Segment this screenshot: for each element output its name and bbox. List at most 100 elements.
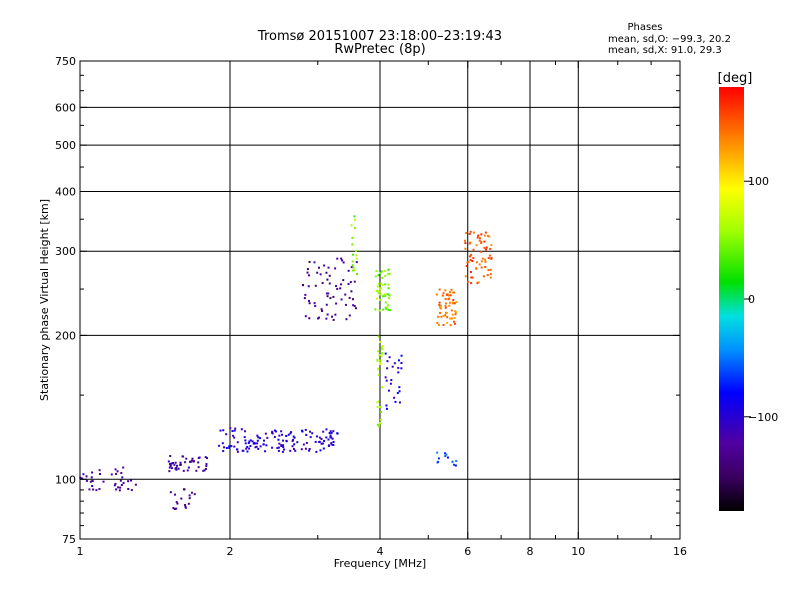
data-point — [320, 308, 323, 311]
data-point — [344, 293, 347, 296]
data-point — [386, 273, 389, 276]
data-point — [454, 313, 457, 316]
data-point — [246, 445, 249, 448]
data-point — [233, 445, 236, 448]
data-point — [331, 315, 334, 318]
data-point — [326, 295, 329, 298]
data-point — [347, 282, 350, 285]
data-point — [329, 430, 332, 433]
data-point — [179, 461, 182, 464]
data-point — [240, 428, 243, 431]
data-point — [292, 447, 295, 450]
data-point — [380, 355, 383, 358]
data-point — [313, 302, 316, 305]
data-point — [243, 436, 246, 439]
data-point — [283, 448, 286, 451]
chart-title: Tromsø 20151007 23:18:00–23:19:43 — [257, 29, 502, 44]
data-point — [442, 292, 445, 295]
data-point — [375, 269, 378, 272]
data-point — [377, 373, 380, 376]
legend-line-o: mean, sd,O: −99.3, 20.2 — [608, 34, 731, 45]
y-tick-label: 75 — [62, 533, 76, 546]
data-point — [472, 257, 475, 260]
data-point — [186, 469, 189, 472]
y-tick-label: 400 — [55, 185, 76, 198]
data-point — [440, 315, 443, 318]
data-point — [95, 489, 98, 492]
data-point — [377, 400, 380, 403]
data-point — [384, 306, 387, 309]
data-point — [118, 489, 121, 492]
data-point — [222, 429, 225, 432]
data-point — [355, 254, 358, 257]
data-point — [379, 271, 382, 274]
data-point — [170, 462, 173, 465]
data-point — [308, 260, 311, 263]
data-point — [469, 255, 472, 258]
data-point — [248, 440, 251, 443]
data-point — [292, 435, 295, 438]
data-point — [484, 231, 487, 234]
data-point — [478, 239, 481, 242]
y-tick-labels: 75 100 200 300 400 500 600 750 — [55, 55, 76, 546]
data-point — [323, 264, 326, 267]
data-points — [79, 215, 493, 510]
data-point — [289, 432, 292, 435]
data-point — [230, 445, 233, 448]
data-point — [449, 317, 452, 320]
data-point — [332, 295, 335, 298]
data-point — [293, 436, 296, 439]
data-point — [328, 282, 331, 285]
data-point — [175, 501, 178, 504]
data-point — [480, 266, 483, 269]
data-point — [490, 257, 493, 260]
data-point — [231, 430, 234, 433]
data-point — [439, 311, 442, 314]
data-point — [465, 264, 468, 267]
y-tick-label: 600 — [55, 101, 76, 114]
data-point — [453, 316, 456, 319]
x-tick-label: 16 — [673, 545, 687, 558]
data-point — [314, 284, 317, 287]
data-point — [482, 275, 485, 278]
data-point — [174, 461, 177, 464]
data-point — [486, 274, 489, 277]
data-point — [437, 460, 440, 463]
data-point — [313, 261, 316, 264]
data-point — [466, 281, 469, 284]
data-point — [188, 494, 191, 497]
data-point — [305, 433, 308, 436]
data-point — [117, 486, 120, 489]
data-point — [377, 350, 380, 353]
data-point — [480, 260, 483, 263]
data-point — [377, 425, 380, 428]
data-point — [116, 470, 119, 473]
data-point — [315, 450, 318, 453]
data-point — [314, 304, 317, 307]
data-point — [172, 507, 175, 510]
data-point — [483, 246, 486, 249]
data-point — [265, 444, 268, 447]
data-point — [330, 443, 333, 446]
data-point — [306, 268, 309, 271]
data-point — [251, 440, 254, 443]
data-point — [308, 448, 311, 451]
data-point — [446, 321, 449, 324]
data-point — [113, 484, 116, 487]
data-point — [266, 436, 269, 439]
data-point — [175, 466, 178, 469]
data-point — [236, 448, 239, 451]
data-point — [88, 488, 91, 491]
data-point — [339, 287, 342, 290]
data-point — [305, 441, 308, 444]
data-point — [465, 232, 468, 235]
data-point — [236, 450, 239, 453]
data-point — [383, 269, 386, 272]
data-point — [204, 467, 207, 470]
data-point — [478, 237, 481, 240]
data-point — [232, 434, 235, 437]
data-point — [467, 260, 470, 263]
data-point — [384, 295, 387, 298]
data-point — [390, 379, 393, 382]
data-point — [453, 322, 456, 325]
